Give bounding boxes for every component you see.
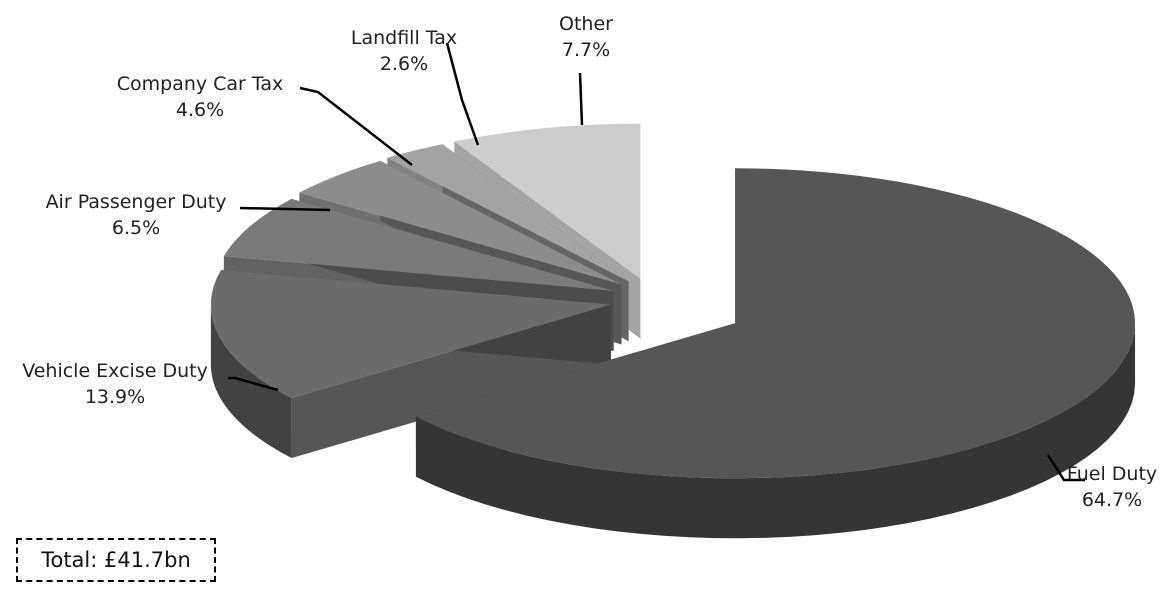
- pie-slices: [210, 123, 1136, 539]
- slice-top: [415, 168, 1136, 479]
- slice-top: [223, 198, 614, 291]
- label-fuel-duty: Fuel Duty 64.7%: [1067, 463, 1157, 511]
- leader-line-air-passenger-duty: [239, 206, 331, 212]
- label-value-fuel-duty: 64.7%: [1082, 489, 1142, 511]
- total-annotation-text: Total: £41.7bn: [41, 548, 191, 572]
- label-value-air-passenger-duty: 6.5%: [112, 217, 160, 239]
- label-landfill-tax: Landfill Tax 2.6%: [351, 27, 457, 75]
- pie-slice-fuel-duty: [415, 168, 1136, 539]
- slice-top: [454, 123, 641, 279]
- label-name-other: Other: [559, 13, 613, 35]
- label-other: Other 7.7%: [559, 13, 613, 61]
- label-value-company-car-tax: 4.6%: [176, 99, 224, 121]
- label-name-vehicle-excise-duty: Vehicle Excise Duty: [22, 360, 208, 382]
- leader-line-company-car-tax: [299, 86, 413, 166]
- label-name-company-car-tax: Company Car Tax: [117, 73, 284, 95]
- label-vehicle-excise-duty: Vehicle Excise Duty 13.9%: [22, 360, 208, 408]
- leader-lines: [228, 42, 1085, 482]
- leader-line-landfill-tax: [445, 42, 480, 146]
- label-name-air-passenger-duty: Air Passenger Duty: [46, 191, 227, 213]
- label-name-landfill-tax: Landfill Tax: [351, 27, 457, 49]
- leader-line-other: [578, 72, 584, 126]
- label-value-vehicle-excise-duty: 13.9%: [85, 386, 145, 408]
- leader-line-vehicle-excise-duty: [228, 376, 279, 392]
- label-air-passenger-duty: Air Passenger Duty 6.5%: [46, 191, 227, 239]
- label-value-landfill-tax: 2.6%: [380, 53, 428, 75]
- label-value-other: 7.7%: [562, 39, 610, 61]
- slice-rim: [415, 323, 1136, 539]
- slice-top: [299, 160, 622, 285]
- slice-top: [210, 269, 611, 399]
- label-name-fuel-duty: Fuel Duty: [1067, 463, 1157, 485]
- total-annotation: Total: £41.7bn: [16, 538, 216, 582]
- label-company-car-tax: Company Car Tax 4.6%: [117, 73, 284, 121]
- slice-top: [387, 144, 629, 282]
- slice-labels: Fuel Duty 64.7% Vehicle Excise Duty 13.9% Ai…: [22, 13, 1157, 511]
- leader-line-fuel-duty: [1046, 454, 1085, 482]
